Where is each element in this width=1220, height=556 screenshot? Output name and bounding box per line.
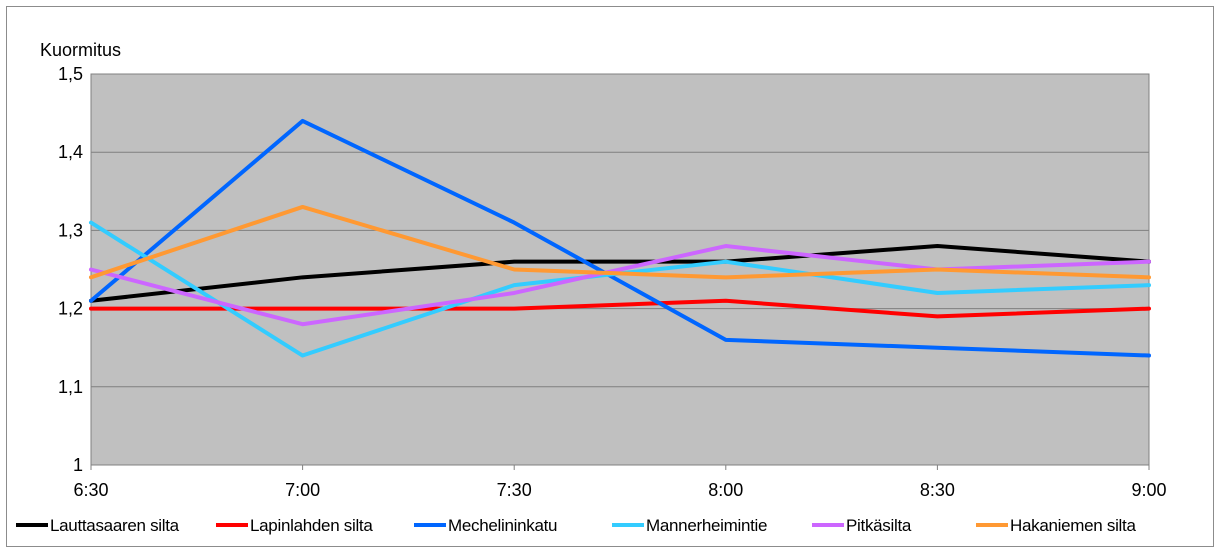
y-tick-label: 1,4 xyxy=(58,142,83,162)
series-line-1 xyxy=(89,298,1151,319)
legend-label-1: Lapinlahden silta xyxy=(250,516,373,535)
y-tick-label: 1 xyxy=(73,455,83,475)
y-axis-title: Kuormitus xyxy=(40,40,121,60)
series-lines xyxy=(89,118,1151,358)
legend: Lauttasaaren silta Lapinlahden silta Meche… xyxy=(16,516,1137,535)
x-tick-label: 8:00 xyxy=(708,480,743,500)
series-line-5 xyxy=(89,204,1151,280)
y-tick-label: 1,2 xyxy=(58,299,83,319)
legend-label-0: Lauttasaaren silta xyxy=(50,516,180,535)
x-tick-label: 9:00 xyxy=(1131,480,1166,500)
y-tick-label: 1,3 xyxy=(58,220,83,240)
series-line-0 xyxy=(89,244,1151,303)
x-tick-labels: 6:30 7:00 7:30 8:00 8:30 9:00 xyxy=(73,465,1167,500)
y-tick-labels: 1 1,1 1,2 1,3 1,4 1,5 xyxy=(58,64,83,475)
x-tick-label: 7:00 xyxy=(285,480,320,500)
legend-label-4: Pitkäsilta xyxy=(846,516,912,535)
legend-label-3: Mannerheimintie xyxy=(646,516,767,535)
y-tick-label: 1,1 xyxy=(58,377,83,397)
legend-label-5: Hakaniemen silta xyxy=(1010,516,1136,535)
series-line-4 xyxy=(89,244,1151,327)
y-tick-label: 1,5 xyxy=(58,64,83,84)
x-tick-label: 6:30 xyxy=(73,480,108,500)
x-tick-label: 7:30 xyxy=(497,480,532,500)
legend-label-2: Mechelininkatu xyxy=(448,516,557,535)
x-tick-label: 8:30 xyxy=(920,480,955,500)
series-line-2 xyxy=(89,118,1151,358)
